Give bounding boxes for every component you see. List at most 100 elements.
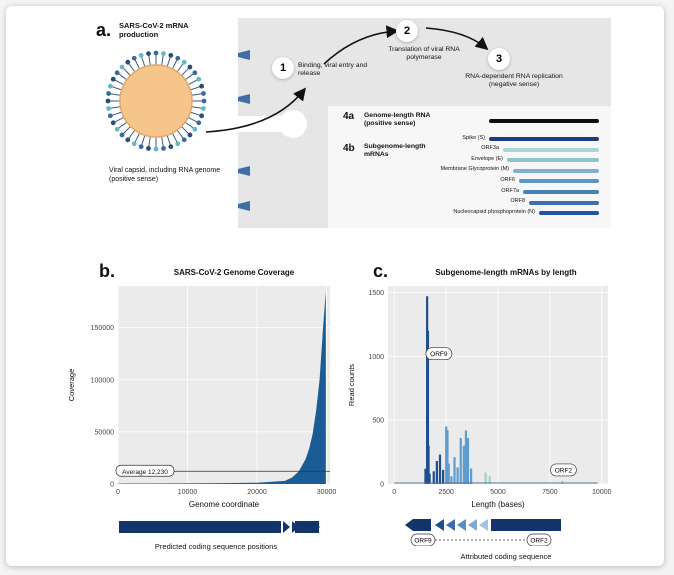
cell-diagram: [205, 18, 611, 228]
spike-tip: [187, 64, 193, 70]
y-tick-label: 50000: [95, 429, 115, 436]
spike-tip: [107, 83, 113, 89]
panel-c-letter: c.: [373, 261, 389, 281]
orf9-badge: [425, 347, 453, 361]
average-label: Average 12,230: [122, 469, 168, 476]
spike-tip: [168, 52, 174, 58]
histogram-bar: [426, 330, 430, 484]
cds-n: [295, 521, 319, 533]
receptor-icon: [238, 166, 250, 176]
spike-tip: [161, 146, 166, 151]
capsid-body: [119, 64, 193, 138]
spike-tip: [199, 83, 205, 89]
average-label-box: [115, 464, 175, 477]
x-tick-label: 20000: [247, 489, 267, 496]
mrna-4b-number: 4b: [343, 143, 355, 154]
mrna-label: ORF3a: [481, 145, 499, 152]
cds-orf2: [491, 519, 561, 531]
attributed-cds-track: ORF9 ORF2: [405, 519, 561, 546]
step-1-label: Binding, viral entry and release: [298, 62, 368, 77]
spike-tip: [106, 106, 111, 111]
predicted-cds-track: [119, 521, 320, 533]
spike-tip: [201, 106, 206, 111]
spike-tip: [146, 51, 151, 56]
x-axis-label: Length (bases): [471, 500, 525, 509]
mrna-label: Envelope (E): [471, 155, 503, 162]
cds-orf1ab: [119, 521, 281, 533]
panel-b-letter: b.: [99, 261, 115, 281]
panel-a-title: SARS-CoV-2 mRNA production: [119, 21, 189, 39]
spike-tip: [107, 113, 113, 119]
spike-tip: [131, 55, 137, 61]
y-tick-label: 1500: [368, 290, 384, 297]
orf9-tag-box: [410, 533, 436, 546]
mrna-bar: [503, 147, 599, 152]
histogram-bar: [561, 480, 564, 484]
cds-arrow: [283, 521, 290, 533]
cds-orf9: [405, 519, 431, 531]
x-tick-label: 5000: [490, 489, 506, 496]
cds-arrow: [479, 519, 488, 531]
cds-arrow: [435, 519, 444, 531]
histogram-bar: [435, 461, 438, 484]
histogram-bar: [442, 469, 445, 484]
receptor-icon: [238, 201, 250, 211]
spike-tip: [114, 70, 120, 76]
mrna-bar: [489, 137, 599, 141]
histogram-bar: [484, 472, 487, 484]
genome-4a-number: 4a: [343, 111, 355, 122]
spike-tip: [110, 120, 116, 126]
step-2-badge: 2: [396, 20, 418, 42]
arrow-entry: [205, 87, 306, 133]
x-tick-label: 0: [392, 489, 396, 496]
spike-tip: [181, 137, 187, 143]
histogram-bar: [424, 468, 427, 484]
x-tick-label: 30000: [317, 489, 336, 496]
orf2-tag: ORF2: [530, 538, 548, 545]
histogram-bar: [464, 430, 468, 484]
coverage-area: [118, 291, 326, 484]
y-tick-label: 0: [380, 482, 384, 489]
histogram-bar: [445, 426, 448, 484]
orf2-badge: [550, 463, 577, 477]
x-tick-label: 7500: [542, 489, 558, 496]
y-tick-label: 1000: [368, 354, 384, 361]
chart-b-title: SARS-CoV-2 Genome Coverage: [173, 268, 295, 277]
spike-tip: [201, 91, 206, 96]
x-tick-label: 10000: [178, 489, 198, 496]
y-tick-label: 0: [110, 482, 114, 489]
x-axis-label: Genome coordinate: [189, 500, 260, 509]
histogram-bar: [446, 430, 449, 484]
cds-arrow: [457, 519, 466, 531]
y-tick-label: 100000: [91, 377, 114, 384]
spike-tip: [196, 76, 202, 82]
attributed-cds-caption: Attributed coding sequence: [460, 552, 552, 561]
y-axis-label: Read counts: [347, 364, 356, 406]
y-axis-label: Coverage: [67, 369, 76, 402]
x-tick-label: 2500: [438, 489, 454, 496]
histogram-bar: [447, 463, 450, 484]
spike-tip: [146, 146, 151, 151]
spike-tip: [161, 51, 166, 56]
spike-tip: [175, 55, 181, 61]
histogram-bar: [438, 454, 442, 484]
mrna-bar: [523, 190, 599, 194]
spike-tip: [201, 98, 207, 104]
spike-tip: [119, 64, 125, 70]
histogram-bar: [488, 476, 491, 484]
virus-icon: [105, 50, 207, 152]
step-2-label: Translation of viral RNA polymerase: [388, 46, 460, 61]
step-3-label: RNA-dependent RNA replication (negative …: [465, 73, 563, 88]
histogram-bar: [427, 445, 430, 484]
mrna-bar: [539, 211, 599, 216]
histogram-bar: [459, 438, 462, 484]
chart-c-title: Subgenome-length mRNAs by length: [435, 268, 577, 277]
spike-tip: [125, 59, 131, 65]
x-tick-label: 0: [116, 489, 120, 496]
spike-tip: [153, 50, 159, 56]
spike-tip: [106, 91, 111, 96]
capsid-caption: Viral capsid, including RNA genome (posi…: [109, 167, 221, 183]
histogram-bar: [432, 471, 435, 484]
coverage-chart: 0 10000 20000 30000 0 50000 100000 150000 Genome…: [67, 286, 336, 509]
x-tick-label: 10000: [592, 489, 612, 496]
